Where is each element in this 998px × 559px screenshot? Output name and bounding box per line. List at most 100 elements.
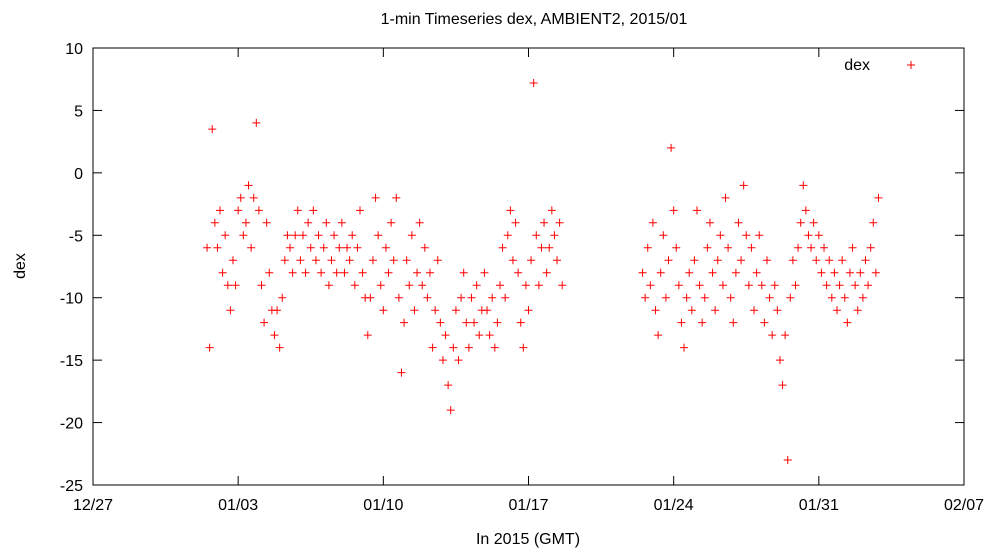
data-point xyxy=(288,268,297,277)
data-point xyxy=(755,231,764,240)
data-point xyxy=(241,218,250,227)
data-point xyxy=(436,318,445,327)
data-point xyxy=(317,268,326,277)
x-tick-label: 01/10 xyxy=(363,497,403,514)
data-point xyxy=(381,243,390,252)
data-point xyxy=(475,331,484,340)
data-point xyxy=(356,206,365,215)
data-point xyxy=(228,256,237,265)
data-point xyxy=(648,218,657,227)
data-point xyxy=(280,256,289,265)
data-point xyxy=(807,243,816,252)
data-point xyxy=(210,218,219,227)
data-point xyxy=(319,243,328,252)
y-tick-label: -20 xyxy=(60,416,83,433)
data-point xyxy=(470,318,479,327)
data-point xyxy=(674,281,683,290)
data-point xyxy=(327,256,336,265)
data-point xyxy=(545,243,554,252)
data-point xyxy=(698,318,707,327)
data-point xyxy=(397,368,406,377)
data-point xyxy=(493,318,502,327)
data-point xyxy=(750,306,759,315)
data-point xyxy=(309,206,318,215)
data-point xyxy=(431,306,440,315)
data-point xyxy=(778,381,787,390)
y-tick-label: -15 xyxy=(60,353,83,370)
data-point xyxy=(654,331,663,340)
data-point xyxy=(690,256,699,265)
data-point xyxy=(742,231,751,240)
data-point xyxy=(273,306,282,315)
data-point xyxy=(711,306,720,315)
data-point xyxy=(664,256,673,265)
data-point xyxy=(550,231,559,240)
data-point xyxy=(646,281,655,290)
x-tick-label: 12/27 xyxy=(73,497,113,514)
data-point xyxy=(858,293,867,302)
data-point xyxy=(726,293,735,302)
data-point xyxy=(265,268,274,277)
data-point xyxy=(405,281,414,290)
data-point xyxy=(540,218,549,227)
data-point xyxy=(231,281,240,290)
data-point xyxy=(729,318,738,327)
data-point xyxy=(208,125,217,134)
data-point xyxy=(213,243,222,252)
data-point xyxy=(687,306,696,315)
data-point xyxy=(773,306,782,315)
data-point xyxy=(801,206,810,215)
data-point xyxy=(490,343,499,352)
data-point xyxy=(205,343,214,352)
data-point xyxy=(656,268,665,277)
data-point xyxy=(415,218,424,227)
data-point xyxy=(226,306,235,315)
data-point xyxy=(495,281,504,290)
x-tick-label: 01/17 xyxy=(508,497,548,514)
data-point xyxy=(874,193,883,202)
data-point xyxy=(762,256,771,265)
legend-label-dex: dex xyxy=(844,57,870,74)
y-axis: 10 5 0 -5 -10 -15 -20 -25 xyxy=(60,41,964,495)
data-point xyxy=(459,268,468,277)
data-point xyxy=(446,406,455,415)
data-point xyxy=(827,293,836,302)
data-point xyxy=(379,306,388,315)
data-point xyxy=(444,381,453,390)
data-point xyxy=(216,206,225,215)
data-point xyxy=(685,268,694,277)
data-point xyxy=(345,256,354,265)
data-point xyxy=(387,218,396,227)
data-point xyxy=(306,243,315,252)
data-point xyxy=(262,218,271,227)
data-point xyxy=(301,268,310,277)
data-point xyxy=(335,243,344,252)
data-point xyxy=(257,281,266,290)
data-point xyxy=(760,318,769,327)
data-point xyxy=(845,268,854,277)
data-point xyxy=(680,343,689,352)
data-point xyxy=(853,306,862,315)
data-point xyxy=(861,256,870,265)
data-point xyxy=(804,231,813,240)
data-point xyxy=(791,281,800,290)
data-point xyxy=(234,206,243,215)
data-point xyxy=(384,268,393,277)
data-point xyxy=(519,343,528,352)
data-point xyxy=(223,281,232,290)
data-point xyxy=(247,243,256,252)
data-point xyxy=(724,243,733,252)
data-point xyxy=(558,281,567,290)
data-point xyxy=(731,268,740,277)
data-point xyxy=(786,293,795,302)
data-point xyxy=(547,206,556,215)
data-point xyxy=(330,231,339,240)
data-point xyxy=(296,256,305,265)
data-point xyxy=(480,268,489,277)
data-point xyxy=(553,256,562,265)
data-point xyxy=(796,218,805,227)
data-point xyxy=(737,256,746,265)
data-point xyxy=(314,231,323,240)
data-point xyxy=(534,281,543,290)
data-point xyxy=(488,293,497,302)
